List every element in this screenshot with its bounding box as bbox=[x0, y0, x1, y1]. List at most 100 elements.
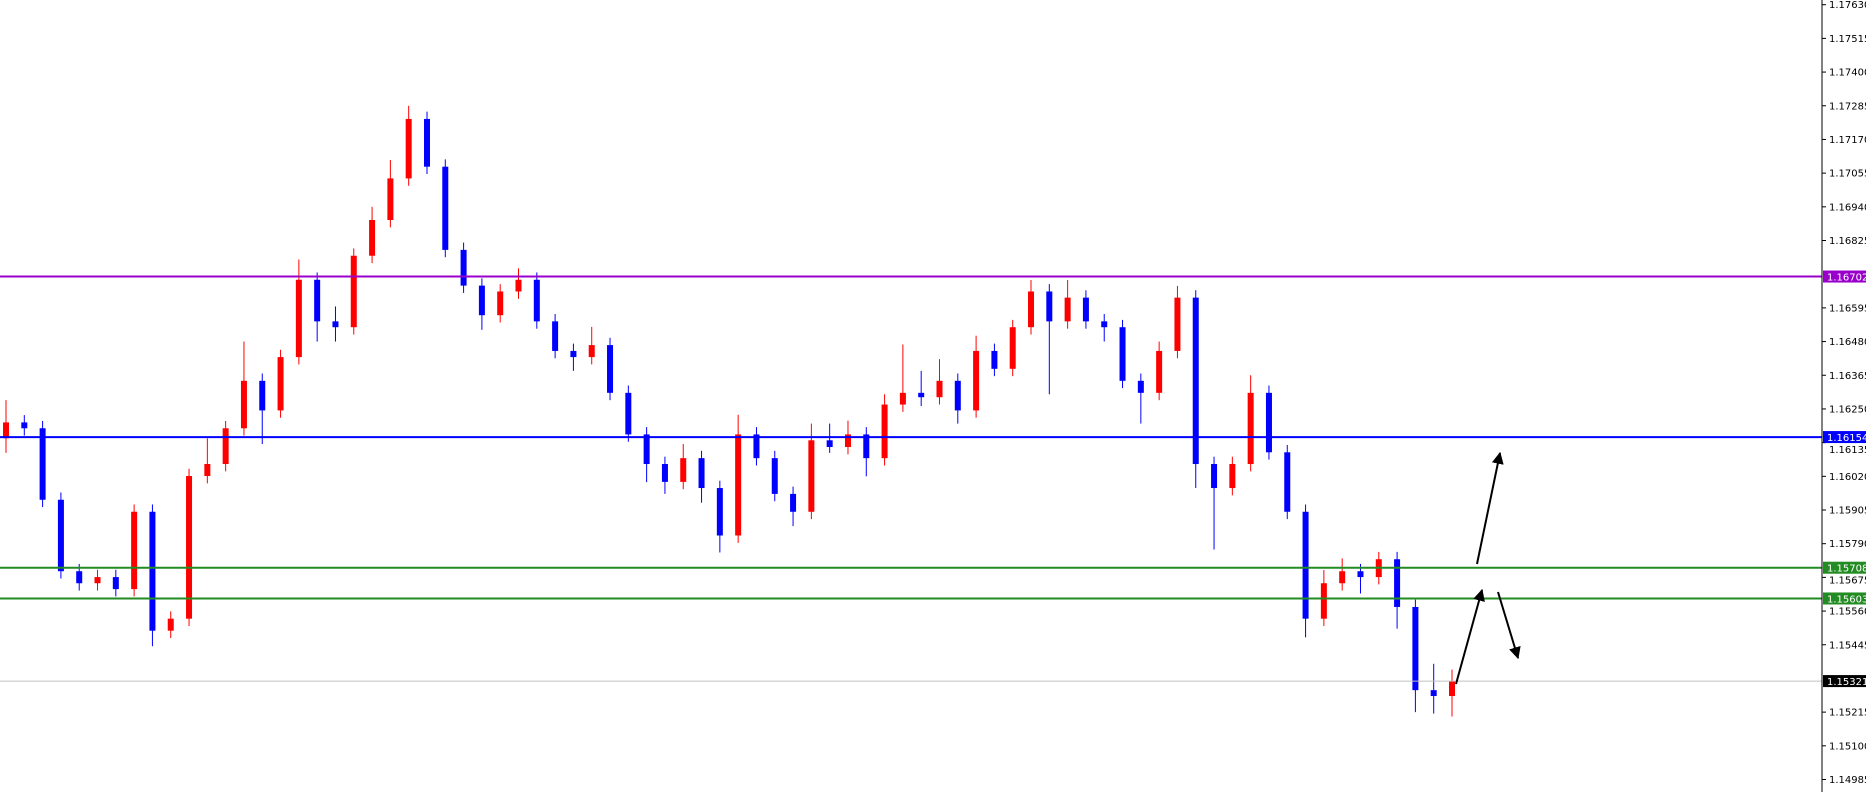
candle bbox=[1192, 290, 1199, 489]
candle bbox=[1412, 599, 1419, 713]
candle-body bbox=[716, 488, 723, 536]
candle-body bbox=[533, 279, 540, 322]
candle bbox=[1211, 456, 1218, 550]
candle bbox=[1394, 551, 1401, 629]
candle bbox=[149, 504, 156, 647]
candle bbox=[771, 450, 778, 502]
level-line-label-box bbox=[1823, 270, 1866, 283]
candle bbox=[625, 385, 632, 442]
y-tick-label: 1.16250 bbox=[1829, 404, 1866, 415]
candle bbox=[826, 423, 833, 453]
candle bbox=[1064, 280, 1071, 329]
candle-body bbox=[332, 321, 339, 328]
candle bbox=[1284, 444, 1291, 520]
candle bbox=[1101, 314, 1108, 342]
y-tick-label: 1.16365 bbox=[1829, 371, 1866, 382]
candle bbox=[460, 242, 467, 293]
candle-body bbox=[1137, 380, 1144, 393]
candle bbox=[222, 420, 229, 472]
candle-body bbox=[423, 118, 430, 167]
candle-body bbox=[607, 345, 614, 393]
candle-body bbox=[1101, 321, 1108, 328]
candle-body bbox=[167, 618, 174, 631]
candle-body bbox=[1265, 392, 1272, 453]
candle-body bbox=[643, 434, 650, 465]
candle bbox=[1247, 375, 1254, 472]
candle bbox=[1265, 385, 1272, 460]
candle bbox=[259, 373, 266, 445]
candle bbox=[899, 344, 906, 412]
level-line-label: 1.15603 bbox=[1827, 594, 1866, 605]
candle bbox=[186, 468, 193, 627]
candle bbox=[131, 504, 138, 597]
candle bbox=[1229, 456, 1236, 496]
arrow-up-target bbox=[1476, 451, 1504, 565]
candle-body bbox=[826, 440, 833, 448]
candle bbox=[167, 611, 174, 639]
candle-body bbox=[661, 464, 668, 482]
candle-body bbox=[57, 499, 64, 572]
candle-body bbox=[240, 380, 247, 429]
candle bbox=[57, 492, 64, 579]
candle-body bbox=[771, 458, 778, 494]
candle bbox=[94, 569, 101, 591]
bid-line-label-box bbox=[1823, 675, 1866, 688]
candle-body bbox=[1339, 571, 1346, 584]
level-line-label: 1.16702 bbox=[1827, 273, 1866, 284]
candle-body bbox=[790, 493, 797, 512]
candle bbox=[295, 259, 302, 365]
candle bbox=[863, 427, 870, 477]
candle-body bbox=[222, 428, 229, 465]
y-tick-label: 1.16940 bbox=[1829, 202, 1866, 213]
candle-body bbox=[588, 345, 595, 358]
y-tick-label: 1.16135 bbox=[1829, 445, 1866, 456]
candle-body bbox=[131, 511, 138, 590]
candle-body bbox=[39, 428, 46, 500]
y-tick-label: 1.15675 bbox=[1829, 576, 1866, 587]
candle-body bbox=[350, 255, 357, 328]
candle-body bbox=[1009, 327, 1016, 369]
candle bbox=[735, 414, 742, 543]
candle bbox=[3, 400, 9, 453]
candle bbox=[1339, 558, 1346, 591]
candle bbox=[698, 450, 705, 503]
candle-body bbox=[570, 350, 577, 358]
candle bbox=[1028, 280, 1035, 335]
candle bbox=[936, 359, 943, 405]
candle-body bbox=[515, 279, 522, 292]
candle-body bbox=[936, 380, 943, 398]
y-tick-label: 1.14985 bbox=[1829, 775, 1866, 786]
candle-body bbox=[277, 357, 284, 411]
candle bbox=[680, 444, 687, 490]
candle-body bbox=[186, 476, 193, 619]
candle-body bbox=[94, 577, 101, 584]
candle-body bbox=[387, 178, 394, 221]
candle bbox=[1302, 504, 1309, 638]
candle-body bbox=[1302, 511, 1309, 619]
level-line-label-box bbox=[1823, 431, 1866, 444]
y-tick-label: 1.15445 bbox=[1829, 640, 1866, 651]
candle bbox=[1137, 373, 1144, 424]
candle bbox=[1119, 319, 1126, 389]
level-line-label-box bbox=[1823, 592, 1866, 605]
candle bbox=[790, 486, 797, 527]
candle bbox=[973, 335, 980, 418]
candles-layer bbox=[3, 105, 1455, 717]
horizontal-lines-layer bbox=[0, 275, 1822, 682]
candle bbox=[1082, 290, 1089, 329]
candle-body bbox=[954, 380, 961, 411]
candle bbox=[570, 343, 577, 371]
candle-body bbox=[753, 434, 760, 459]
candle bbox=[1009, 319, 1016, 377]
candle-body bbox=[1046, 291, 1053, 322]
candle-body bbox=[844, 434, 851, 448]
candle bbox=[21, 415, 28, 436]
candle-body bbox=[369, 220, 376, 256]
candle-body bbox=[1412, 606, 1419, 691]
candle-body bbox=[991, 350, 998, 369]
candle-body bbox=[3, 422, 9, 439]
candle-body bbox=[1211, 464, 1218, 489]
candle bbox=[515, 268, 522, 299]
candle bbox=[369, 206, 376, 264]
